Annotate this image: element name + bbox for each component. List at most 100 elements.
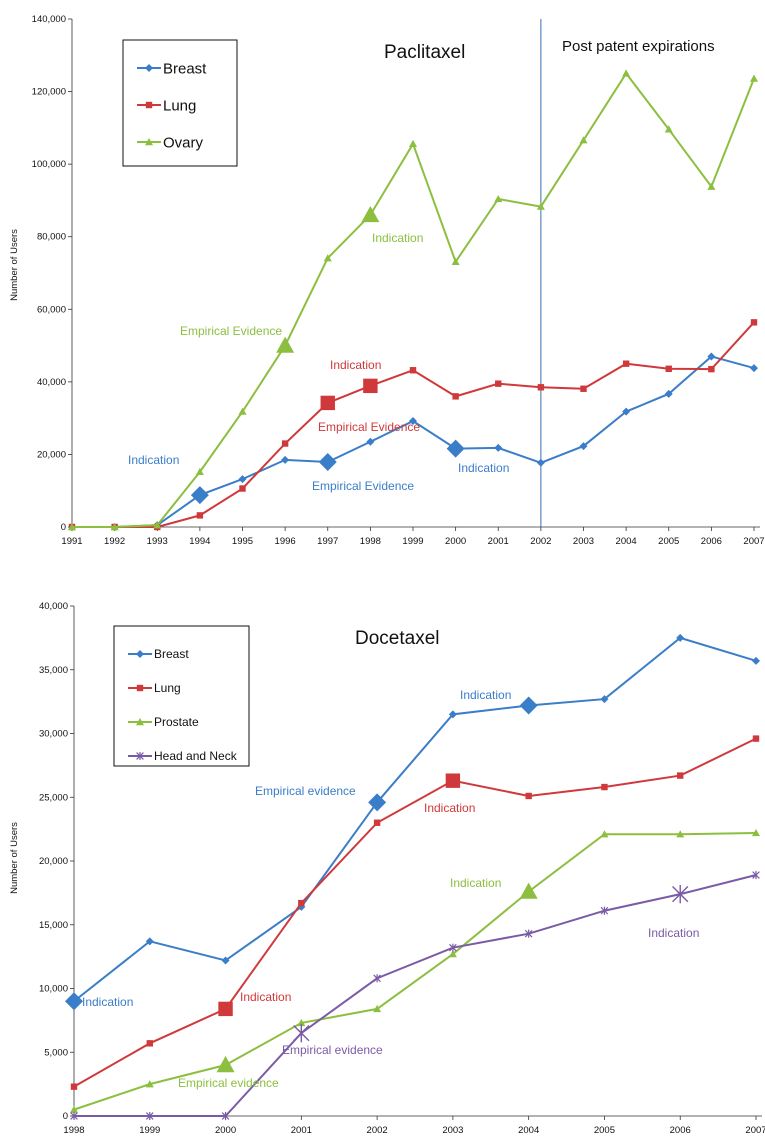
x-tick-label: 2004 bbox=[616, 536, 637, 547]
x-tick-label: 1999 bbox=[402, 536, 423, 547]
annotation-label: Indication bbox=[330, 358, 381, 372]
data-point-lung bbox=[750, 319, 758, 326]
highlight-marker bbox=[293, 1023, 310, 1043]
annotation-label: Indication bbox=[240, 990, 291, 1004]
y-tick-label: 20,000 bbox=[37, 449, 66, 460]
data-point-breast bbox=[238, 475, 247, 484]
highlight-marker bbox=[65, 992, 83, 1011]
legend-marker bbox=[136, 684, 144, 692]
highlight-marker bbox=[276, 336, 295, 353]
x-tick-label: 2002 bbox=[530, 536, 551, 547]
data-point-breast bbox=[752, 656, 760, 665]
data-point-ovary bbox=[536, 202, 545, 210]
data-point-ovary bbox=[451, 257, 460, 265]
legend-marker bbox=[145, 101, 153, 109]
data-point-ovary bbox=[195, 467, 204, 476]
data-point-lung bbox=[495, 380, 502, 387]
legend: Breast Lung Prostate Head and Neck bbox=[113, 625, 250, 767]
data-point-lung bbox=[146, 1040, 153, 1047]
y-tick-label: 120,000 bbox=[32, 87, 66, 98]
annotation-label: Empirical Evidence bbox=[318, 420, 420, 434]
y-tick-label: 80,000 bbox=[37, 232, 66, 243]
x-tick-label: 1995 bbox=[232, 536, 253, 547]
data-point-breast bbox=[750, 364, 758, 373]
legend-label: Breast bbox=[163, 60, 207, 77]
highlight-marker bbox=[446, 439, 465, 458]
y-tick-label: 0 bbox=[63, 1111, 68, 1122]
data-point-lung bbox=[708, 365, 715, 373]
legend-marker bbox=[136, 718, 144, 726]
data-point-ovary bbox=[409, 139, 417, 148]
x-tick-label: 2000 bbox=[445, 536, 466, 547]
data-point-breast bbox=[707, 352, 716, 361]
annotation-label: Indication bbox=[372, 231, 423, 245]
data-point-head-and-neck bbox=[524, 929, 533, 938]
x-tick-label: 2007 bbox=[743, 536, 764, 547]
y-tick-label: 20,000 bbox=[39, 856, 68, 867]
x-tick-label: 2005 bbox=[594, 1125, 615, 1136]
data-point-ovary bbox=[110, 523, 119, 531]
x-tick-label: 1991 bbox=[61, 536, 82, 547]
legend-marker bbox=[145, 138, 153, 146]
x-tick-label: 2000 bbox=[215, 1125, 236, 1136]
data-point-ovary bbox=[579, 136, 588, 144]
data-point-ovary bbox=[707, 182, 716, 190]
y-tick-label: 30,000 bbox=[39, 729, 68, 740]
legend: Breast Lung Ovary bbox=[122, 39, 238, 167]
data-point-breast bbox=[145, 937, 154, 946]
data-point-lung bbox=[601, 783, 608, 791]
chart-title: Docetaxel bbox=[355, 628, 440, 649]
data-point-lung bbox=[281, 440, 289, 447]
legend-box bbox=[122, 39, 238, 167]
annotation-label: Indication bbox=[458, 461, 509, 475]
x-tick-label: 1993 bbox=[147, 536, 168, 547]
data-point-lung bbox=[196, 512, 204, 519]
data-point-lung bbox=[452, 393, 459, 400]
data-point-prostate bbox=[600, 830, 609, 838]
data-point-breast bbox=[664, 389, 673, 398]
y-tick-label: 15,000 bbox=[39, 920, 68, 931]
y-axis-label: Number of Users bbox=[9, 822, 20, 894]
data-point-ovary bbox=[494, 194, 503, 203]
x-tick-label: 2001 bbox=[291, 1125, 312, 1136]
data-point-head-and-neck bbox=[449, 943, 457, 952]
data-point-head-and-neck bbox=[600, 906, 609, 915]
x-tick-label: 2005 bbox=[658, 536, 679, 547]
data-point-breast bbox=[409, 417, 417, 426]
y-tick-label: 0 bbox=[61, 522, 66, 533]
highlight-marker bbox=[672, 884, 689, 904]
y-tick-label: 10,000 bbox=[39, 984, 68, 995]
data-point-lung bbox=[525, 792, 532, 800]
highlight-marker bbox=[320, 395, 335, 411]
annotation-label: Empirical evidence bbox=[282, 1043, 383, 1057]
annotation-label: Empirical evidence bbox=[178, 1076, 279, 1090]
highlight-marker bbox=[318, 453, 337, 472]
y-tick-label: 60,000 bbox=[37, 304, 66, 315]
data-point-prostate bbox=[145, 1080, 154, 1088]
data-point-breast bbox=[221, 956, 230, 965]
series-line-breast bbox=[73, 636, 757, 1003]
x-tick-label: 2004 bbox=[518, 1125, 539, 1136]
y-tick-label: 5,000 bbox=[44, 1047, 68, 1058]
data-point-ovary bbox=[238, 407, 247, 415]
annotation-label: Indication bbox=[460, 688, 511, 702]
data-point-breast bbox=[676, 633, 685, 642]
data-point-breast bbox=[494, 443, 503, 452]
highlight-marker bbox=[218, 1001, 233, 1017]
legend-label: Breast bbox=[154, 647, 189, 661]
data-point-lung bbox=[622, 360, 630, 367]
legend-label: Lung bbox=[154, 681, 181, 695]
highlight-marker bbox=[519, 696, 538, 715]
annotation-label: Indication bbox=[82, 995, 133, 1009]
data-point-head-and-neck bbox=[145, 1111, 154, 1121]
x-tick-label: 1992 bbox=[104, 536, 125, 547]
data-point-ovary bbox=[153, 521, 162, 529]
highlight-marker bbox=[363, 378, 378, 394]
x-tick-label: 2003 bbox=[442, 1125, 463, 1136]
data-point-prostate bbox=[448, 950, 457, 958]
data-point-ovary bbox=[664, 125, 673, 133]
highlight-marker bbox=[216, 1056, 235, 1073]
x-tick-label: 2003 bbox=[573, 536, 594, 547]
annotation-label: Indication bbox=[128, 453, 179, 467]
highlight-marker bbox=[368, 793, 387, 812]
